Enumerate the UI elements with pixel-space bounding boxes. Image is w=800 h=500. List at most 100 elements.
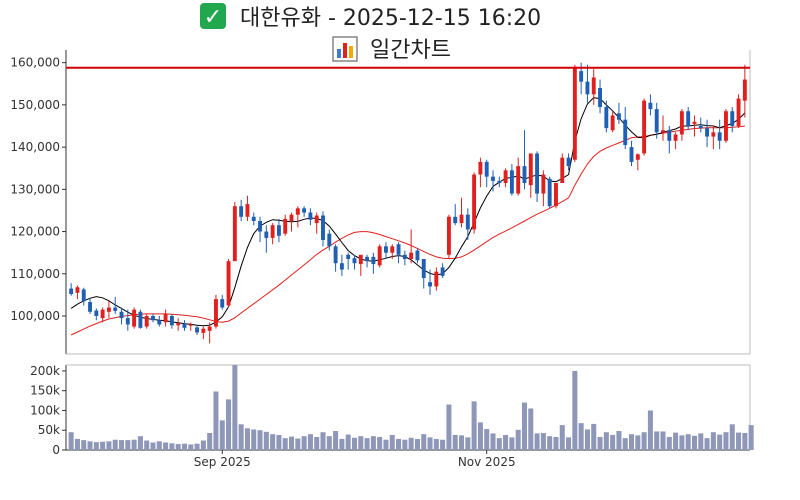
volume-bar [584, 429, 590, 450]
price-y-tick-label: 130,000 [10, 182, 60, 196]
volume-bar [414, 438, 420, 450]
candle [428, 269, 432, 295]
candle-body [195, 327, 200, 333]
check-icon [200, 3, 226, 29]
candle-body [384, 246, 388, 253]
candle [88, 298, 92, 314]
candle [415, 248, 420, 264]
volume-bar [540, 433, 546, 450]
candle [522, 130, 527, 190]
volume-bar [515, 429, 521, 450]
candle [182, 320, 187, 331]
candle [642, 98, 647, 156]
volume-bar [427, 437, 433, 450]
candle [698, 117, 703, 133]
candle-body [516, 166, 521, 194]
volume-bar [137, 436, 143, 450]
volume-bar [591, 423, 597, 450]
volume-bar [144, 440, 150, 450]
price-y-tick-label: 110,000 [10, 267, 60, 281]
candle [214, 294, 218, 329]
volume-bar [326, 436, 332, 450]
candle-body [125, 318, 130, 325]
candle [163, 309, 168, 327]
candle-body [616, 113, 621, 120]
volume-bar [446, 404, 452, 450]
volume-bar [175, 444, 181, 450]
volume-bar [490, 433, 496, 450]
volume-bar [597, 436, 603, 450]
volume-bar [629, 434, 635, 450]
candle-body [654, 109, 659, 133]
candle-body [106, 307, 111, 312]
candle-body [321, 215, 325, 240]
candle [503, 168, 508, 188]
volume-bar [660, 431, 666, 450]
candle-body [207, 326, 212, 331]
volume-bar [477, 422, 483, 450]
volume-y-tick-label: 200k [30, 364, 60, 378]
candle [371, 252, 376, 274]
volume-bar [125, 440, 131, 450]
candle-body [365, 256, 370, 262]
candle-body [472, 174, 477, 230]
candle-body [535, 153, 540, 194]
candle-body [264, 231, 269, 238]
candle [176, 318, 181, 331]
candle [598, 79, 602, 114]
volume-bar [181, 443, 187, 450]
candle-body [692, 121, 697, 124]
candle [724, 109, 728, 143]
candle-body [69, 288, 74, 295]
candle [472, 172, 477, 234]
candle-body [717, 132, 722, 141]
volume-bar [534, 433, 540, 450]
volume-bar [729, 424, 735, 450]
volume-bar [610, 434, 616, 450]
candle [421, 259, 426, 289]
candle [232, 202, 237, 262]
candle-body [81, 289, 86, 302]
candle-body [251, 216, 256, 221]
volume-bar [685, 434, 691, 450]
candle [566, 153, 571, 171]
candle-body [661, 130, 665, 133]
candle [264, 225, 269, 253]
candle [113, 297, 118, 314]
candle [711, 126, 716, 150]
bar-chart-icon [332, 36, 358, 62]
candle-body [459, 214, 464, 224]
candle [106, 301, 111, 319]
candle [358, 254, 363, 276]
volume-bar [654, 431, 660, 450]
candle [390, 244, 395, 259]
volume-bar [282, 438, 288, 450]
candle-body [484, 161, 489, 177]
candle [69, 283, 74, 296]
volume-bar [364, 438, 370, 450]
volume-bar [547, 436, 553, 450]
candle [440, 263, 445, 278]
volume-bar [87, 441, 93, 450]
candle [648, 94, 653, 116]
candle-body [390, 246, 395, 253]
candle [157, 316, 162, 327]
candle-body [742, 79, 747, 101]
candle-body [673, 134, 678, 141]
candle-body [560, 157, 565, 183]
candle [629, 140, 634, 167]
candle [623, 107, 628, 150]
candle-body [585, 81, 590, 95]
candle-body [434, 271, 439, 287]
volume-bar [244, 428, 250, 450]
volume-bar [622, 438, 628, 450]
candle [169, 313, 174, 329]
candle-body [163, 313, 168, 323]
volume-bar [383, 439, 389, 450]
volume-y-axis: 0 50k 100k 150k 200k [30, 364, 66, 457]
candle [434, 267, 439, 291]
candle [528, 153, 533, 198]
candle-body [339, 263, 344, 270]
candle-body [566, 157, 571, 167]
volume-bar [345, 434, 351, 450]
